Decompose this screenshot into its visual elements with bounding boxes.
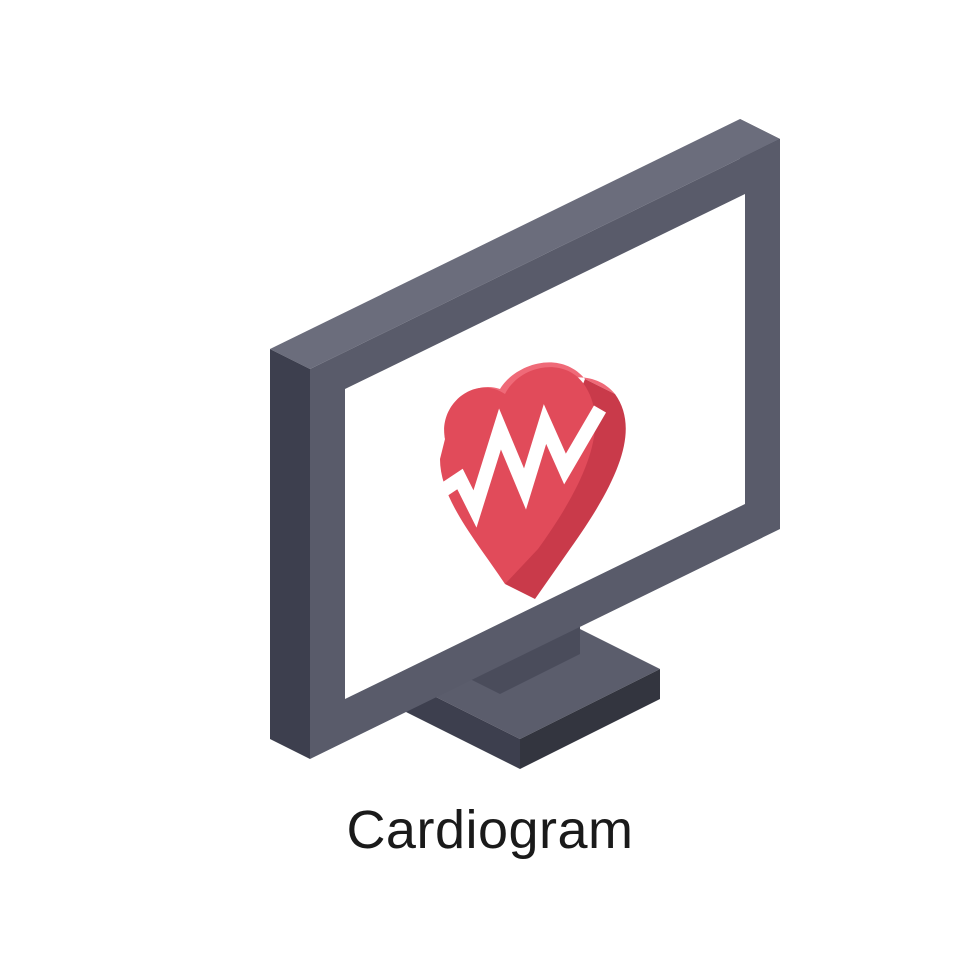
icon-caption: Cardiogram [346, 799, 633, 861]
cardiogram-monitor-icon [140, 79, 840, 779]
figure-container: Cardiogram [0, 0, 980, 980]
monitor-left-edge [270, 349, 310, 759]
